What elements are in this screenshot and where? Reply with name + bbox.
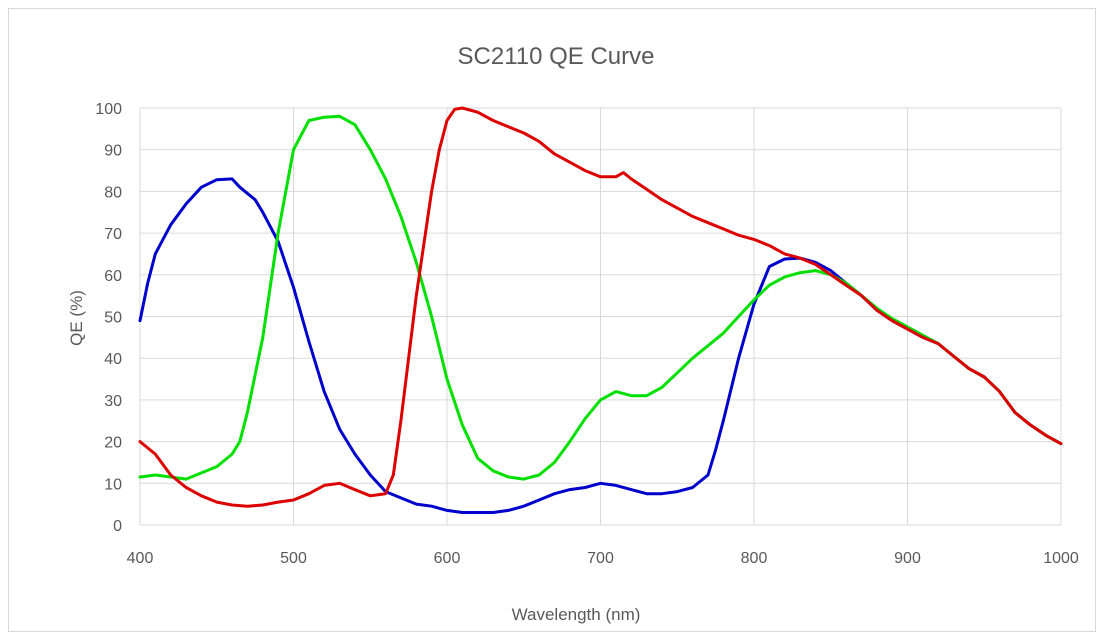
y-tick-label: 100 (95, 101, 122, 118)
x-tick-label: 500 (280, 550, 307, 567)
y-tick-label: 0 (113, 518, 122, 535)
y-tick-label: 80 (104, 184, 122, 201)
x-axis-title: Wavelength (nm) (512, 605, 641, 624)
x-tick-label: 800 (741, 550, 768, 567)
y-tick-label: 40 (104, 351, 122, 368)
y-tick-label: 60 (104, 268, 122, 285)
chart-frame (8, 8, 1096, 632)
y-tick-label: 30 (104, 393, 122, 410)
x-tick-label: 900 (894, 550, 921, 567)
chart-title: SC2110 QE Curve (458, 43, 655, 70)
y-tick-label: 50 (104, 310, 122, 327)
y-tick-label: 10 (104, 476, 122, 493)
series-line-2 (138, 114, 1063, 481)
x-tick-label: 1000 (1043, 550, 1079, 567)
x-tick-label: 700 (587, 550, 614, 567)
x-tick-label: 400 (127, 550, 154, 567)
series-line-3 (138, 106, 1063, 508)
y-tick-label: 90 (104, 143, 122, 160)
x-tick-label: 600 (434, 550, 461, 567)
y-axis-title: QE (%) (67, 290, 86, 346)
axes: 0 10 20 30 40 50 60 70 80 90 100 400 500 600 700 800 900… (95, 101, 1079, 567)
y-tick-label: 20 (104, 435, 122, 452)
series-layer (138, 106, 1063, 514)
gridlines (139, 107, 1062, 526)
y-tick-label: 70 (104, 226, 122, 243)
